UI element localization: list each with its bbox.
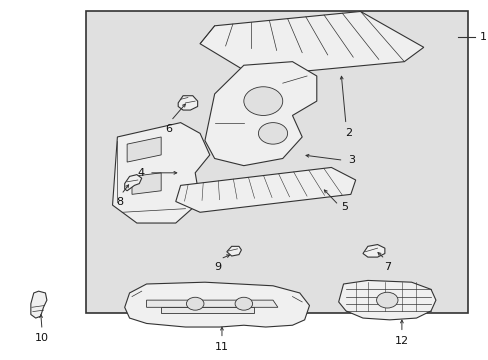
Polygon shape: [338, 280, 435, 320]
Text: 9: 9: [214, 262, 221, 272]
Text: 3: 3: [347, 155, 355, 165]
Polygon shape: [31, 291, 47, 318]
Text: 5: 5: [341, 202, 347, 212]
Polygon shape: [146, 300, 277, 307]
Circle shape: [244, 87, 282, 116]
Text: 7: 7: [383, 262, 390, 272]
Text: 4: 4: [137, 168, 144, 178]
Polygon shape: [178, 96, 197, 110]
Polygon shape: [124, 175, 142, 191]
Circle shape: [376, 292, 397, 308]
Bar: [85, 12, 467, 313]
Polygon shape: [200, 12, 423, 76]
Polygon shape: [132, 173, 161, 194]
Polygon shape: [124, 282, 309, 327]
Text: 12: 12: [394, 336, 408, 346]
Text: 2: 2: [344, 128, 351, 138]
Text: 6: 6: [164, 125, 172, 134]
Polygon shape: [226, 246, 241, 256]
Polygon shape: [204, 62, 316, 166]
Polygon shape: [161, 307, 253, 313]
Polygon shape: [127, 137, 161, 162]
Text: 11: 11: [215, 342, 228, 352]
Text: 10: 10: [35, 333, 49, 343]
Polygon shape: [362, 244, 384, 257]
Circle shape: [235, 297, 252, 310]
Text: 8: 8: [116, 197, 123, 207]
Polygon shape: [112, 123, 209, 223]
Circle shape: [186, 297, 203, 310]
Circle shape: [258, 123, 287, 144]
Polygon shape: [175, 167, 355, 212]
Text: 1: 1: [479, 32, 486, 41]
